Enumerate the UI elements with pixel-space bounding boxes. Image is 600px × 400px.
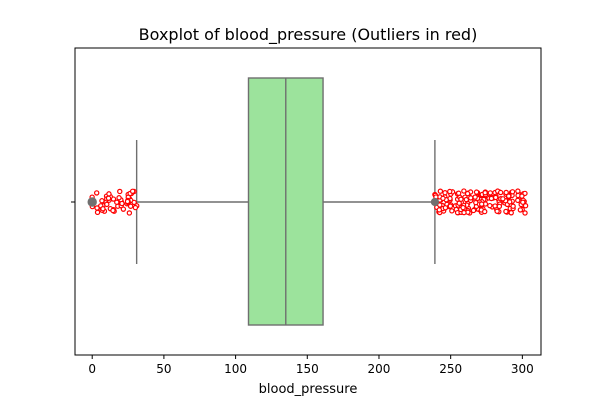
high-outlier [437, 188, 444, 194]
low-outlier [114, 199, 120, 205]
low-outlier [127, 203, 134, 209]
high-outlier [447, 188, 453, 195]
high-outlier [468, 195, 474, 201]
low-outlier [132, 204, 139, 211]
x-axis-label: blood_pressure [259, 382, 358, 397]
high-outlier [515, 197, 521, 204]
low-outlier [100, 205, 106, 212]
high-outlier [482, 190, 488, 196]
high-outlier [508, 210, 514, 216]
high-outlier [503, 189, 509, 196]
x-axis-ticks: 0 50 100 150 200 250 300 [71, 201, 534, 376]
high-outlier [442, 190, 448, 196]
high-outlier [461, 209, 467, 216]
high-outlier [519, 193, 525, 199]
low-outlier [110, 207, 116, 214]
low-outlier [99, 198, 105, 204]
high-outlier [464, 190, 471, 197]
x-tick-label: 50 [156, 362, 171, 376]
x-tick-label: 0 [88, 362, 96, 376]
high-outlier [492, 194, 499, 201]
high-outlier [506, 193, 512, 199]
low-outlier [120, 206, 127, 212]
high-outlier [522, 203, 529, 209]
high-outlier [520, 199, 526, 205]
flier-marker [430, 197, 439, 207]
low-outlier [131, 199, 137, 206]
high-outlier [472, 194, 478, 200]
high-outlier [436, 207, 443, 213]
high-outlier [487, 190, 494, 196]
flier-marker [87, 197, 97, 207]
high-outlier [473, 189, 480, 195]
low-outlier [119, 200, 125, 207]
high-outlier [487, 202, 493, 209]
low-outlier [94, 209, 101, 216]
high-outlier [478, 201, 485, 207]
high-outlier [517, 207, 524, 213]
low-outlier [126, 210, 133, 216]
low-outlier [104, 201, 110, 208]
high-outlier [440, 195, 446, 202]
x-tick-label: 100 [224, 362, 247, 376]
high-outlier [460, 204, 466, 211]
high-outlier [482, 208, 488, 215]
x-tick-label: 150 [296, 362, 319, 376]
chart-title: Boxplot of blood_pressure (Outliers in r… [139, 25, 478, 45]
high-outlier [522, 210, 528, 216]
low-outlier [117, 188, 123, 195]
high-outlier [500, 196, 506, 202]
high-outlier [442, 205, 449, 211]
high-outlier [449, 208, 455, 214]
x-tick-label: 300 [511, 362, 534, 376]
high-outlier [515, 188, 521, 194]
high-outlier [510, 203, 516, 209]
x-tick-label: 250 [439, 362, 462, 376]
chart-marks [87, 77, 529, 326]
high-outlier [496, 203, 503, 210]
high-outlier [509, 189, 516, 195]
high-outlier [470, 207, 477, 214]
low-outlier [105, 195, 112, 201]
low-outlier [94, 205, 100, 211]
low-outlier [116, 195, 122, 201]
high-outlier [473, 199, 479, 206]
low-outlier [124, 198, 131, 205]
high-outlier [503, 208, 509, 215]
low-outlier [129, 188, 136, 195]
high-outlier [447, 203, 454, 209]
low-outlier [93, 190, 100, 196]
x-tick-label: 200 [368, 362, 391, 376]
high-outlier [497, 189, 504, 196]
high-outlier [507, 199, 513, 205]
high-outlier [437, 202, 443, 208]
high-outlier [461, 188, 467, 194]
high-outlier [488, 195, 495, 202]
high-outlier [455, 190, 462, 196]
high-outlier [456, 200, 462, 206]
low-outlier [106, 191, 112, 197]
high-outlier [494, 208, 500, 214]
